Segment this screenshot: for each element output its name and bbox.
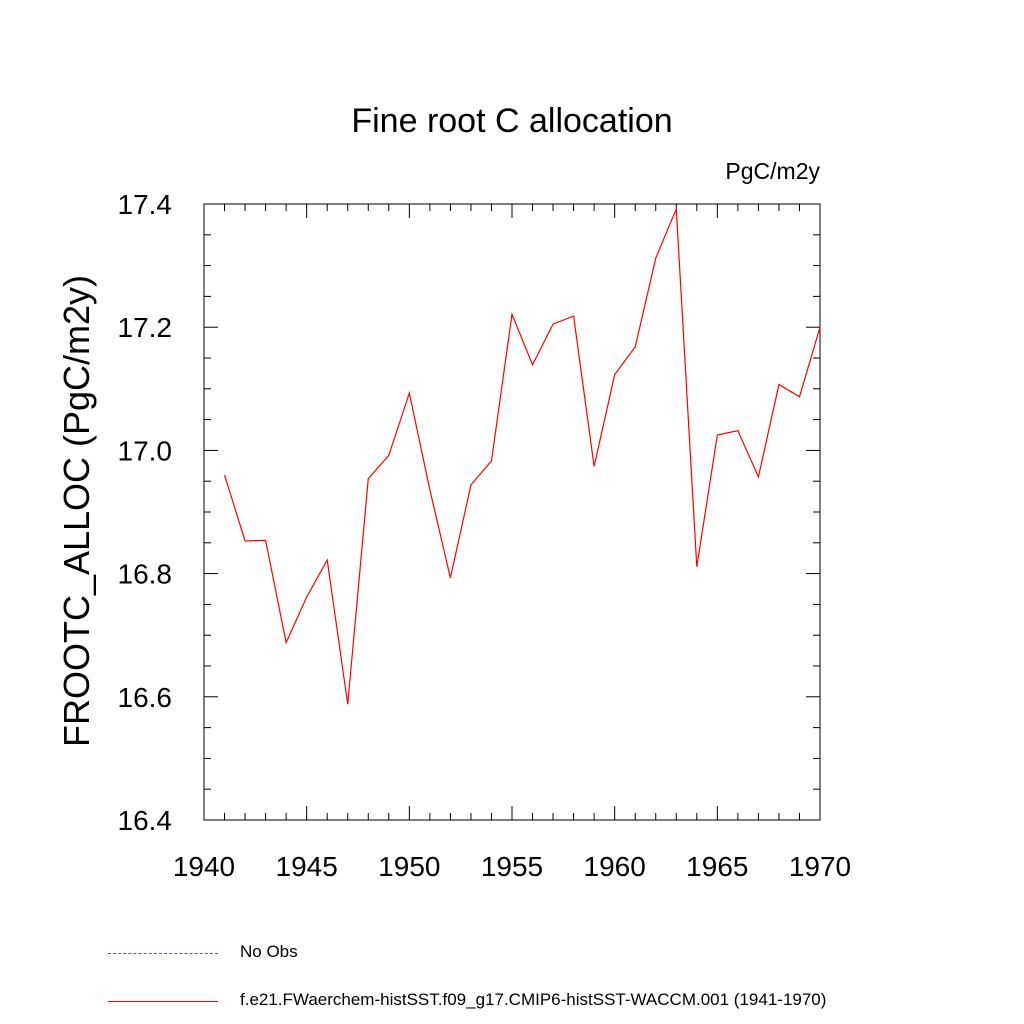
data-point [224, 474, 226, 476]
legend-label: f.e21.FWaerchem-histSST.f09_g17.CMIP6-hi… [240, 990, 827, 1009]
legend-swatch-solid [108, 1001, 218, 1002]
y-tick-label: 17.4 [118, 189, 173, 220]
data-point [758, 476, 760, 478]
units-label: PgC/m2y [725, 158, 820, 184]
x-tick-label: 1960 [584, 851, 646, 882]
data-point [819, 326, 821, 328]
data-point [778, 384, 780, 386]
y-axis-label: FROOTC_ALLOC (PgC/m2y) [56, 274, 97, 748]
legend-label: No Obs [240, 942, 298, 961]
data-point [326, 559, 328, 561]
plot-axes [203, 203, 821, 821]
data-point [388, 455, 390, 457]
data-point [634, 346, 636, 348]
x-tick-label: 1970 [789, 851, 851, 882]
data-point [347, 703, 349, 705]
data-point [244, 540, 246, 542]
data-point [450, 577, 452, 579]
plot-frame [203, 203, 821, 821]
axis-ticks [203, 203, 821, 821]
x-tick-label: 1955 [481, 851, 543, 882]
x-tick-label: 1950 [378, 851, 440, 882]
y-tick-label: 16.4 [118, 805, 173, 836]
data-point [717, 434, 719, 436]
data-point [409, 392, 411, 394]
data-point [429, 489, 431, 491]
data-point [614, 374, 616, 376]
y-tick-label: 16.6 [118, 682, 173, 713]
x-tick-label: 1945 [276, 851, 338, 882]
data-point [285, 642, 287, 644]
data-point [511, 313, 513, 315]
legend-swatch-dashed [108, 953, 218, 954]
x-tick-label: 1940 [173, 851, 235, 882]
y-tick-label: 17.0 [118, 435, 173, 466]
data-point [573, 315, 575, 317]
y-tick-label: 17.2 [118, 312, 173, 343]
y-tick-label: 16.8 [118, 559, 173, 590]
data-point [532, 364, 534, 366]
data-point [799, 396, 801, 398]
chart-title: Fine root C allocation [351, 102, 673, 140]
data-point [696, 566, 698, 568]
series-line [223, 208, 821, 705]
data-point [675, 208, 677, 210]
tick-labels: 1940 1945 1950 1955 1960 1965 1970 16.4 16.6 16.8… [118, 189, 852, 882]
data-point [655, 257, 657, 259]
data-point [737, 430, 739, 432]
x-tick-label: 1965 [686, 851, 748, 882]
data-series [223, 208, 821, 705]
data-point [593, 466, 595, 468]
data-point [265, 540, 267, 542]
data-point [552, 323, 554, 325]
data-point [470, 484, 472, 486]
data-point [491, 460, 493, 462]
data-point [306, 596, 308, 598]
data-point [367, 478, 369, 480]
